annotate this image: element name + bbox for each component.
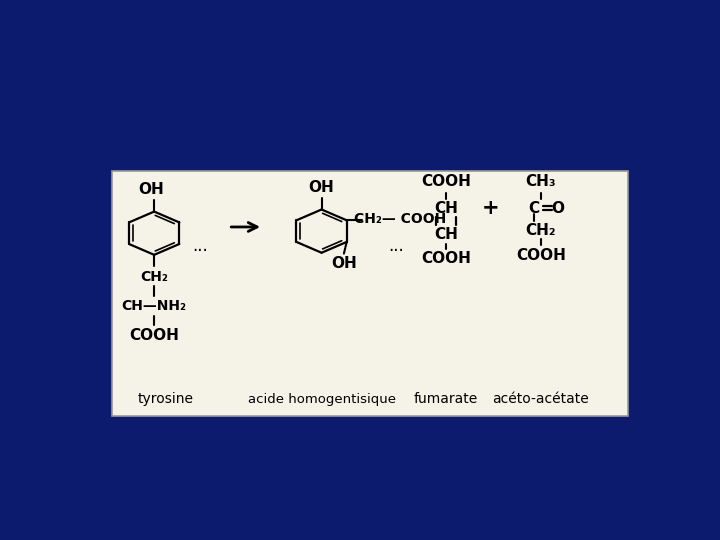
Text: OH: OH xyxy=(138,183,164,198)
Text: COOH: COOH xyxy=(516,248,566,263)
Text: CH: CH xyxy=(434,201,458,216)
Text: COOH: COOH xyxy=(129,328,179,342)
Text: ...: ... xyxy=(388,237,404,255)
Text: COOH: COOH xyxy=(421,252,471,266)
Text: OH: OH xyxy=(309,180,335,195)
Text: CH₂: CH₂ xyxy=(526,223,556,238)
Text: O: O xyxy=(551,201,564,216)
Text: acéto-acétate: acéto-acétate xyxy=(492,392,589,406)
Text: CH₂: CH₂ xyxy=(140,270,168,284)
FancyBboxPatch shape xyxy=(112,171,629,416)
Text: ...: ... xyxy=(193,237,208,255)
Text: OH: OH xyxy=(331,256,357,271)
Text: CH₃: CH₃ xyxy=(526,174,556,188)
Text: COOH: COOH xyxy=(421,174,471,188)
Text: CH—NH₂: CH—NH₂ xyxy=(122,299,186,313)
Text: +: + xyxy=(482,198,500,218)
Text: fumarate: fumarate xyxy=(414,392,478,406)
Text: CH: CH xyxy=(434,227,458,242)
Text: C: C xyxy=(528,201,540,216)
Text: CH₂— COOH: CH₂— COOH xyxy=(354,212,446,226)
Text: acide homogentisique: acide homogentisique xyxy=(248,393,395,406)
Text: tyrosine: tyrosine xyxy=(138,392,194,406)
